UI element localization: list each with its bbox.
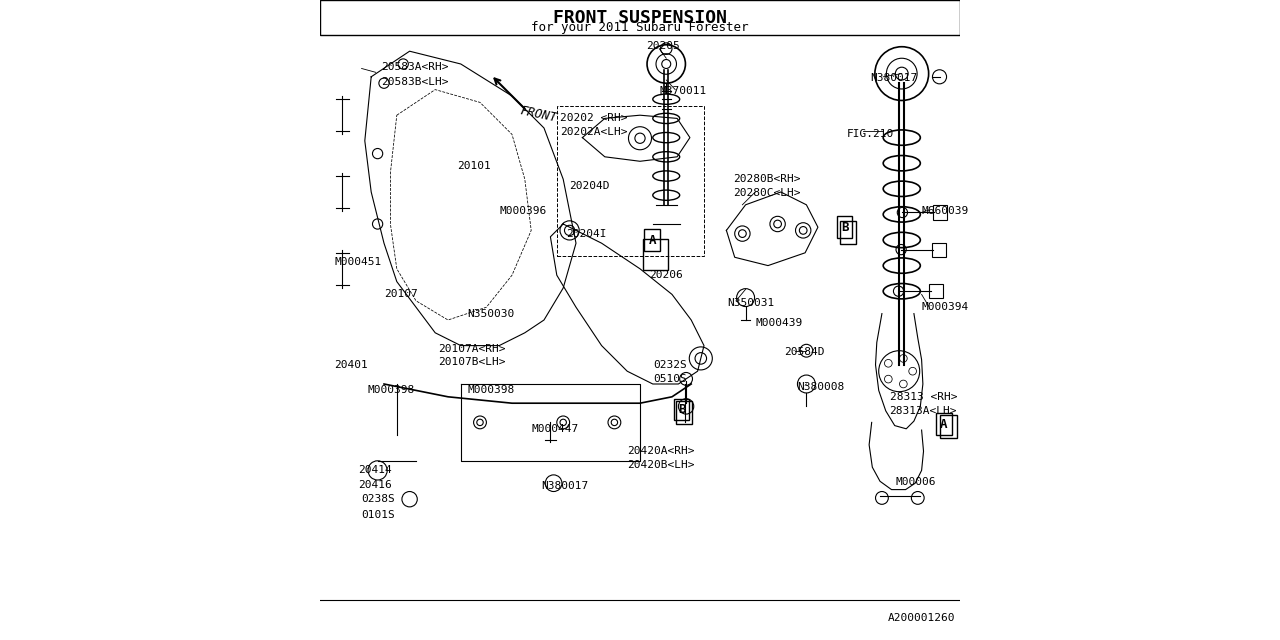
Text: M000394: M000394	[922, 302, 969, 312]
Text: 20583A<RH>: 20583A<RH>	[381, 62, 448, 72]
Text: 0238S: 0238S	[362, 494, 396, 504]
Text: 20583B<LH>: 20583B<LH>	[381, 77, 448, 87]
Text: M000398: M000398	[369, 385, 415, 396]
Text: 20107: 20107	[384, 289, 417, 300]
Text: 20202A<LH>: 20202A<LH>	[561, 127, 627, 138]
Text: 0232S: 0232S	[653, 360, 686, 370]
Text: A200001260: A200001260	[887, 612, 955, 623]
Text: 20205: 20205	[646, 41, 680, 51]
Text: N350031: N350031	[728, 298, 774, 308]
Text: A: A	[649, 234, 655, 246]
Text: M000451: M000451	[334, 257, 381, 268]
Text: M000439: M000439	[755, 318, 803, 328]
Bar	[676, 401, 692, 424]
Text: B: B	[678, 403, 685, 416]
Text: FRONT: FRONT	[520, 104, 558, 125]
Text: M000398: M000398	[467, 385, 515, 396]
Bar	[940, 415, 957, 438]
Text: N380017: N380017	[540, 481, 588, 492]
Bar	[673, 399, 689, 420]
Text: M000447: M000447	[531, 424, 579, 434]
Bar	[932, 243, 946, 257]
Text: 20414: 20414	[358, 465, 392, 476]
Text: 28313A<LH>: 28313A<LH>	[890, 406, 957, 416]
Text: 20202 <RH>: 20202 <RH>	[561, 113, 627, 124]
Text: 20107A<RH>: 20107A<RH>	[438, 344, 506, 354]
Text: 20280B<RH>: 20280B<RH>	[732, 174, 800, 184]
Text: 20280C<LH>: 20280C<LH>	[732, 188, 800, 198]
Text: 20204D: 20204D	[570, 180, 611, 191]
Text: 20420B<LH>: 20420B<LH>	[627, 460, 695, 470]
Text: for your 2011 Subaru Forester: for your 2011 Subaru Forester	[531, 21, 749, 34]
Text: 20101: 20101	[458, 161, 492, 172]
Bar	[645, 229, 660, 251]
Bar	[929, 284, 943, 298]
Text: N350030: N350030	[467, 308, 515, 319]
Bar	[320, 0, 960, 35]
Text: 20204I: 20204I	[566, 228, 607, 239]
Bar	[937, 413, 952, 435]
Text: M660039: M660039	[922, 206, 969, 216]
Text: 20107B<LH>: 20107B<LH>	[438, 356, 506, 367]
Text: M000396: M000396	[499, 206, 547, 216]
Text: 0101S: 0101S	[362, 509, 396, 520]
Bar	[837, 216, 852, 238]
Bar	[644, 239, 668, 270]
Text: 20206: 20206	[650, 270, 684, 280]
Bar	[557, 106, 704, 256]
Text: M370011: M370011	[659, 86, 707, 96]
Text: N380017: N380017	[870, 73, 918, 83]
Text: 20420A<RH>: 20420A<RH>	[627, 446, 695, 456]
Text: FRONT SUSPENSION: FRONT SUSPENSION	[553, 9, 727, 27]
Text: 20416: 20416	[358, 480, 392, 490]
Text: 20401: 20401	[334, 360, 367, 370]
Text: N380008: N380008	[796, 382, 844, 392]
Text: FIG.210: FIG.210	[847, 129, 893, 140]
Text: 28313 <RH>: 28313 <RH>	[890, 392, 957, 402]
Bar	[933, 205, 947, 220]
Text: M00006: M00006	[896, 477, 937, 487]
Bar	[840, 221, 856, 244]
Text: B: B	[841, 221, 849, 234]
Text: A: A	[941, 418, 947, 431]
Text: 20584D: 20584D	[783, 347, 824, 357]
Text: 0510S: 0510S	[653, 374, 686, 384]
